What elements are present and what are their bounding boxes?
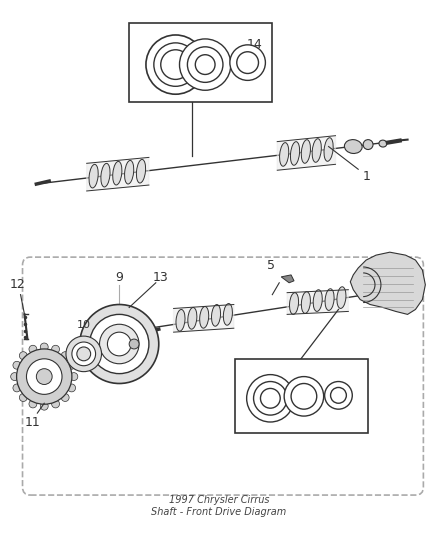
Circle shape <box>154 43 197 86</box>
Circle shape <box>19 393 27 401</box>
Ellipse shape <box>188 308 197 329</box>
Circle shape <box>80 304 159 384</box>
Text: 5: 5 <box>267 259 276 271</box>
Polygon shape <box>173 304 234 332</box>
Circle shape <box>29 400 37 408</box>
Circle shape <box>180 39 231 90</box>
Circle shape <box>67 361 76 369</box>
Bar <box>235 359 368 433</box>
Circle shape <box>52 400 60 408</box>
Circle shape <box>230 45 265 80</box>
Ellipse shape <box>301 140 311 163</box>
Circle shape <box>146 35 205 94</box>
Ellipse shape <box>290 142 300 165</box>
Circle shape <box>72 342 95 366</box>
Ellipse shape <box>290 293 299 314</box>
Ellipse shape <box>223 304 233 325</box>
Ellipse shape <box>101 164 110 187</box>
Circle shape <box>61 393 69 401</box>
Polygon shape <box>111 304 133 329</box>
Circle shape <box>67 384 76 392</box>
Circle shape <box>11 373 18 381</box>
Ellipse shape <box>89 164 98 188</box>
Circle shape <box>187 47 223 83</box>
Circle shape <box>254 382 287 415</box>
Polygon shape <box>287 290 348 314</box>
Circle shape <box>129 339 139 349</box>
Circle shape <box>70 373 78 381</box>
Ellipse shape <box>113 161 122 185</box>
Text: 12: 12 <box>10 278 25 291</box>
Ellipse shape <box>363 140 373 149</box>
Circle shape <box>247 375 294 422</box>
Circle shape <box>52 345 60 353</box>
Polygon shape <box>281 275 294 283</box>
Circle shape <box>261 389 280 408</box>
Circle shape <box>284 377 324 416</box>
Circle shape <box>325 382 352 409</box>
Circle shape <box>13 384 21 392</box>
Text: 14: 14 <box>247 38 262 51</box>
Text: 10: 10 <box>77 320 91 330</box>
Polygon shape <box>350 252 425 314</box>
Ellipse shape <box>312 139 321 162</box>
Circle shape <box>99 324 139 364</box>
Circle shape <box>17 349 72 404</box>
Ellipse shape <box>344 140 362 154</box>
Circle shape <box>107 332 131 356</box>
Circle shape <box>161 50 191 79</box>
Circle shape <box>29 345 37 353</box>
Circle shape <box>90 314 149 374</box>
Ellipse shape <box>124 160 134 184</box>
Text: 1997 Chrysler Cirrus
Shaft - Front Drive Diagram: 1997 Chrysler Cirrus Shaft - Front Drive… <box>152 495 286 517</box>
Text: 1: 1 <box>363 169 371 183</box>
Ellipse shape <box>200 306 209 328</box>
Ellipse shape <box>324 138 333 161</box>
Ellipse shape <box>212 304 221 326</box>
Ellipse shape <box>176 310 185 331</box>
Ellipse shape <box>301 292 311 313</box>
Circle shape <box>40 343 48 351</box>
Circle shape <box>77 347 91 361</box>
Ellipse shape <box>279 143 289 166</box>
Polygon shape <box>87 157 149 191</box>
Circle shape <box>291 384 317 409</box>
Text: 13: 13 <box>153 271 169 284</box>
Polygon shape <box>113 363 133 381</box>
Circle shape <box>40 402 48 410</box>
Circle shape <box>13 361 21 369</box>
Text: 11: 11 <box>25 416 40 430</box>
Circle shape <box>66 336 102 372</box>
Bar <box>129 23 272 102</box>
Ellipse shape <box>379 140 387 147</box>
Circle shape <box>331 387 346 403</box>
Ellipse shape <box>313 290 322 311</box>
Circle shape <box>61 352 69 360</box>
Circle shape <box>237 52 258 74</box>
Polygon shape <box>277 136 336 170</box>
Circle shape <box>19 352 27 360</box>
Ellipse shape <box>337 287 346 309</box>
Circle shape <box>195 55 215 75</box>
Circle shape <box>26 359 62 394</box>
Ellipse shape <box>325 289 334 310</box>
Ellipse shape <box>136 159 145 183</box>
Circle shape <box>36 369 52 384</box>
Text: 9: 9 <box>115 271 123 284</box>
